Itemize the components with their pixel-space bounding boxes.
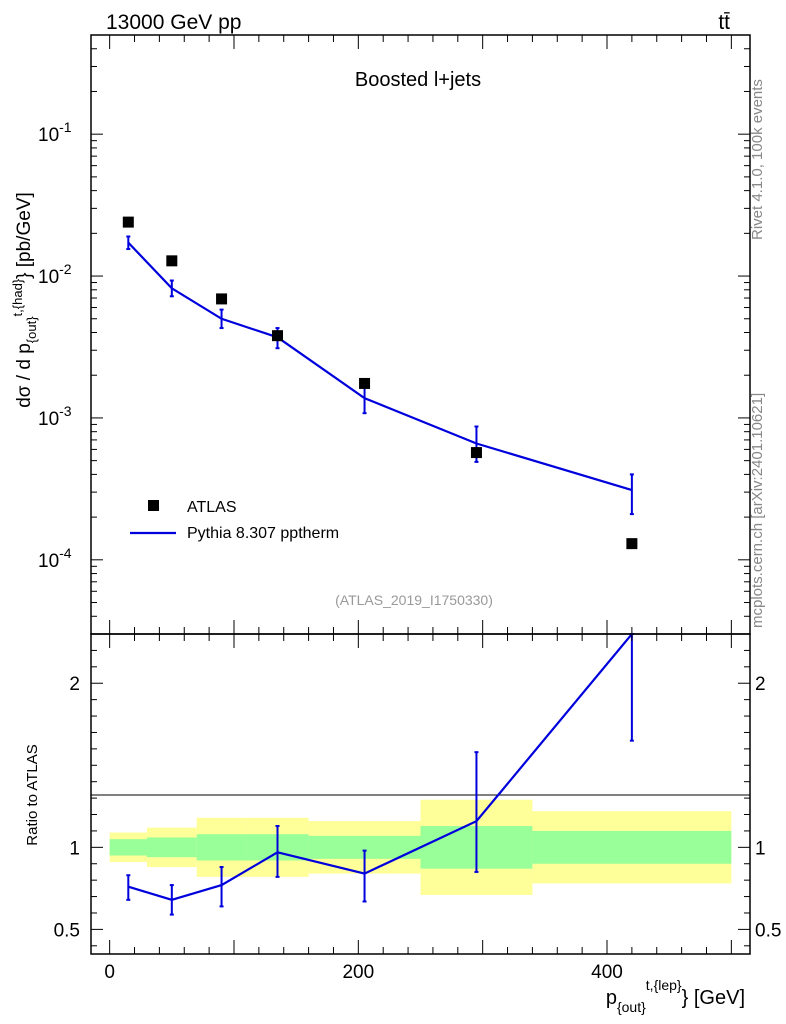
pythia-series-line — [127, 241, 633, 492]
main-y-tick-labels: 10-4 10-3 10-2 10-1 — [38, 119, 72, 572]
stat-uncertainty-band — [146, 837, 197, 858]
stat-uncertainty-band — [109, 839, 147, 856]
stat-uncertainty-band — [532, 830, 732, 864]
ratio-frame — [90, 633, 751, 955]
atlas-data-point — [166, 255, 178, 267]
main-frame — [90, 34, 751, 635]
atlas-data-point — [122, 216, 134, 228]
stat-uncertainty-band — [196, 834, 247, 861]
main-y-axis-label: dσ / d p{out}t,{had}} [pb/GeV] — [10, 192, 39, 408]
y-tick-label: 10-2 — [38, 261, 72, 288]
atlas-data-point — [216, 293, 228, 305]
ratio-y-tick-label: 1 — [69, 838, 80, 859]
atlas-data-point — [359, 377, 371, 389]
atlas-data-point — [626, 538, 638, 550]
watermark: (ATLAS_2019_I1750330) — [335, 592, 493, 608]
stat-uncertainty-band — [308, 835, 421, 859]
ratio-y-tick-labels: 0.5 0.5 1 1 2 2 — [54, 674, 782, 941]
ratio-y-tick-label: 2 — [755, 674, 766, 695]
rivet-label: Rivet 4.1.0, 100k events — [749, 79, 766, 240]
ratio-y-tick-label: 0.5 — [755, 920, 781, 941]
ratio-y-tick-label: 0.5 — [54, 920, 80, 941]
ratio-y-axis-label: Ratio to ATLAS — [24, 744, 41, 845]
atlas-data-point — [272, 330, 284, 342]
atlas-data-point — [470, 447, 482, 459]
energy-label: 13000 GeV pp — [106, 11, 241, 34]
x-tick-label: 0 — [104, 962, 115, 983]
ratio-marks — [126, 633, 634, 916]
ratio-y-tick-label: 1 — [755, 838, 766, 859]
legend-pythia-label: Pythia 8.307 pptherm — [187, 525, 339, 542]
legend-atlas-label: ATLAS — [187, 499, 237, 516]
y-tick-label: 10-1 — [38, 119, 72, 146]
legend-atlas-marker — [148, 500, 159, 511]
process-label: tt̄ — [718, 11, 730, 34]
x-axis-label: p{out}t,{lep}} [GeV] — [606, 977, 745, 1015]
ratio-ticks — [91, 634, 750, 954]
chart-title: Boosted l+jets — [355, 69, 481, 91]
ratio-y-tick-label: 2 — [69, 674, 80, 695]
mcplots-label: mcplots.cern.ch [arXiv:2401.10621] — [749, 393, 766, 628]
y-tick-label: 10-4 — [38, 545, 72, 572]
main-ticks — [91, 34, 750, 635]
x-tick-label: 200 — [342, 962, 374, 983]
legend: ATLAS Pythia 8.307 pptherm — [130, 499, 339, 542]
x-tick-label: 400 — [591, 962, 623, 983]
ratio-panel: 0.5 0.5 1 1 2 2 0 200 400 Ratio to ATLAS p{out}… — [24, 633, 782, 1015]
y-tick-label: 10-3 — [38, 403, 72, 430]
main-panel: 10-4 10-3 10-2 10-1 Boosted l+jets (ATLAS_2… — [10, 34, 751, 635]
main-marks — [122, 216, 638, 550]
x-tick-labels: 0 200 400 — [104, 962, 622, 983]
